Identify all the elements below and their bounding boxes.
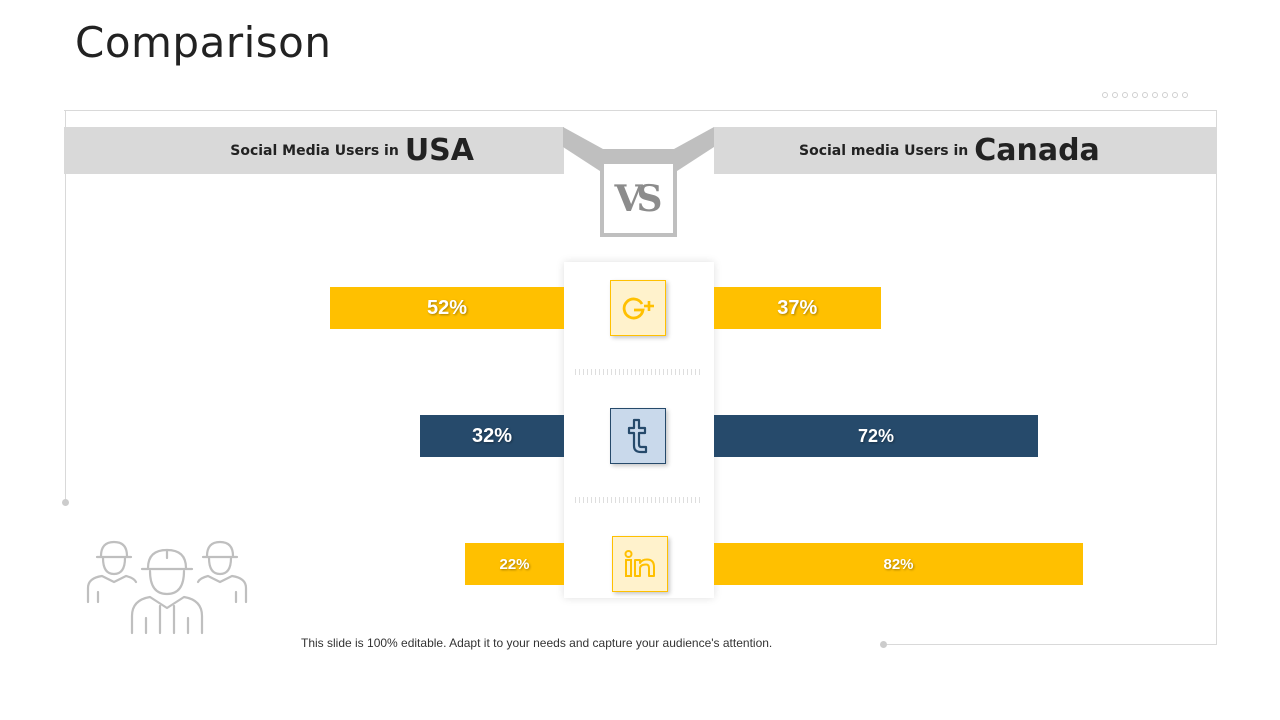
canada-bar: 72% <box>714 415 1038 457</box>
frame-bottom-dot <box>880 641 887 648</box>
frame-left-dot <box>62 499 69 506</box>
panel-separator <box>575 497 703 503</box>
usa-bar: 22% <box>465 543 564 585</box>
vs-connector <box>563 127 714 173</box>
canada-bar-label: 72% <box>857 425 895 446</box>
vs-badge: VS <box>600 160 677 237</box>
usa-bar-label: 22% <box>499 555 530 573</box>
usa-bar-label: 52% <box>426 296 468 319</box>
vs-label: VS <box>614 177 663 220</box>
frame-right-line <box>1216 110 1217 645</box>
frame-top-line <box>64 110 1217 111</box>
google-plus-icon <box>610 280 666 336</box>
canada-header-country: Canada <box>974 133 1100 168</box>
canada-header-band: Social media Users in Canada <box>714 127 1217 174</box>
canada-bar: 37% <box>714 287 881 329</box>
canada-header: Social media Users in Canada <box>799 127 1100 174</box>
usa-header-band: Social Media Users in USA <box>64 127 564 174</box>
tumblr-icon <box>610 408 666 464</box>
usa-bar: 32% <box>420 415 564 457</box>
usa-header-prefix: Social Media Users in <box>230 142 399 159</box>
canada-bar: 82% <box>714 543 1083 585</box>
usa-header-country: USA <box>404 133 474 168</box>
decorative-dots <box>1102 92 1188 98</box>
slide-title: Comparison <box>75 18 332 67</box>
usa-header: Social Media Users in USA <box>230 127 474 174</box>
footer-note: This slide is 100% editable. Adapt it to… <box>301 636 773 650</box>
usa-bar-label: 32% <box>471 424 513 447</box>
panel-separator <box>575 369 703 375</box>
canada-header-prefix: Social media Users in <box>799 142 969 159</box>
usa-bar: 52% <box>330 287 564 329</box>
canada-bar-label: 37% <box>777 296 818 319</box>
frame-bottom-line <box>884 644 1217 645</box>
frame-left-line <box>65 110 66 503</box>
linkedin-icon <box>612 536 668 592</box>
canada-bar-label: 82% <box>883 555 914 573</box>
workers-icon <box>86 540 248 635</box>
